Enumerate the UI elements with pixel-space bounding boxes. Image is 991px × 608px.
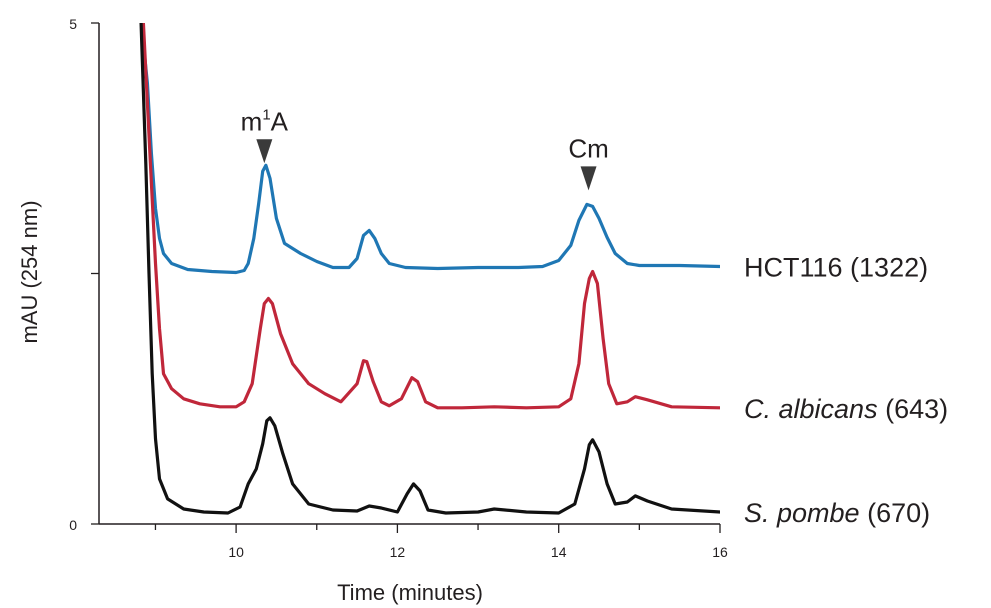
y-tick-label: 5	[69, 16, 77, 32]
x-tick-label: 14	[551, 544, 567, 560]
x-tick-label: 10	[228, 544, 244, 560]
series-lines	[139, 23, 720, 515]
series-labels: HCT116 (1322) C. albicans (643) S. pombe (…	[744, 252, 948, 527]
x-tick-label: 12	[390, 544, 406, 560]
series-line	[141, 23, 720, 410]
x-axis-title: Time (minutes)	[337, 580, 483, 605]
series-label-name: S. pombe	[744, 498, 860, 528]
series-label-name: C. albicans	[744, 394, 878, 424]
y-tick-label: 0	[69, 517, 77, 533]
x-ticks: 10 12 14 16	[154, 524, 728, 560]
series-label-count: (1322)	[843, 252, 929, 282]
x-tick-label: 16	[712, 544, 728, 560]
series-label: HCT116 (1322)	[744, 252, 928, 282]
series-label-count: (643)	[878, 394, 949, 424]
peak-arrow-icon	[256, 139, 273, 164]
series-label-count: (670)	[860, 498, 931, 528]
series-label: C. albicans (643)	[744, 394, 948, 424]
series-label: S. pombe (670)	[744, 498, 930, 528]
peak-arrow-icon	[580, 166, 597, 191]
series-label-name: HCT116	[744, 252, 843, 282]
peak-annotations: m1A Cm	[241, 106, 609, 191]
y-ticks: 05	[69, 16, 99, 533]
axes	[98, 23, 720, 525]
y-axis-title: mAU (254 nm)	[17, 200, 42, 343]
series-line	[139, 23, 720, 515]
series-line	[139, 23, 720, 275]
peak-label: Cm	[568, 133, 608, 163]
peak-label: m1A	[241, 106, 289, 136]
